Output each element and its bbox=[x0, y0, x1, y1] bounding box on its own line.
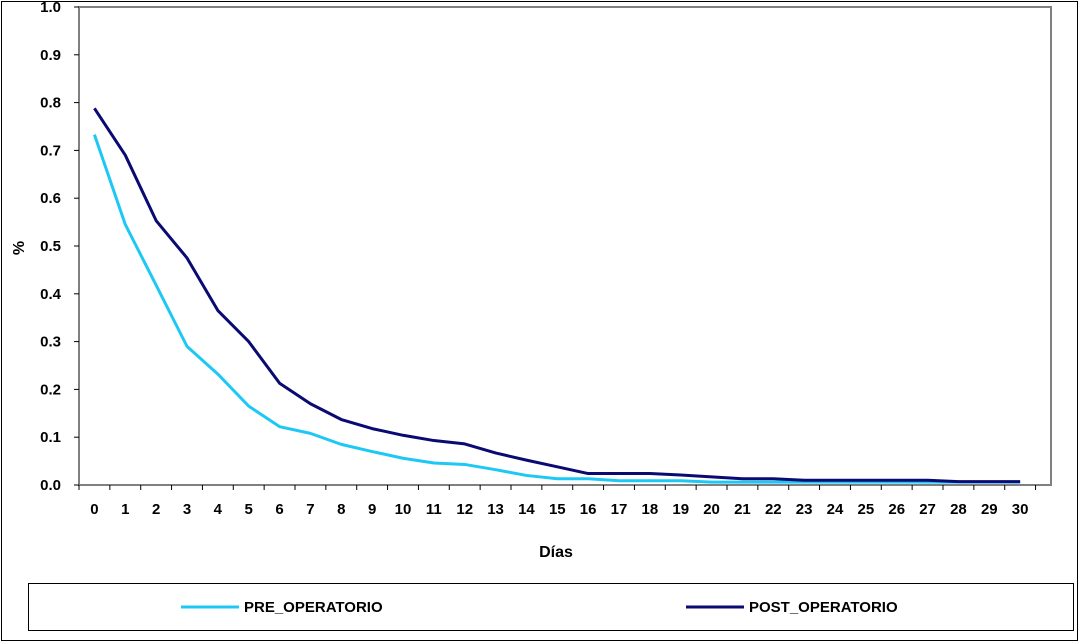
x-tick-label: 20 bbox=[703, 501, 720, 518]
x-tick-label: 19 bbox=[672, 501, 689, 518]
legend-label-pre-operatorio: PRE_OPERATORIO bbox=[244, 599, 383, 616]
x-tick-label: 25 bbox=[858, 501, 875, 518]
x-tick-label: 21 bbox=[734, 501, 751, 518]
x-tick-label: 27 bbox=[919, 501, 936, 518]
x-axis-title: Días bbox=[539, 544, 573, 561]
y-axis-title: % bbox=[11, 241, 28, 255]
x-tick-label: 24 bbox=[827, 501, 844, 518]
series-line-post-operatorio bbox=[93, 107, 1021, 484]
x-tick-label: 9 bbox=[368, 501, 376, 518]
x-tick-label: 18 bbox=[642, 501, 659, 518]
y-axis: 0.0 0.1 0.2 0.3 0.4 0.5 0.6 0.7 0.8 0.9 1.0 bbox=[40, 0, 79, 494]
x-tick-label: 1 bbox=[121, 501, 129, 518]
x-tick-label: 4 bbox=[214, 501, 223, 518]
x-tick-label: 15 bbox=[549, 501, 566, 518]
x-tick-label: 23 bbox=[796, 501, 813, 518]
legend-label-post-operatorio: POST_OPERATORIO bbox=[749, 599, 898, 616]
x-tick-label: 0 bbox=[90, 501, 98, 518]
y-tick-label: 0.4 bbox=[40, 286, 62, 303]
y-tick-label: 0.7 bbox=[40, 142, 61, 159]
x-tick-label: 17 bbox=[611, 501, 628, 518]
y-tick-label: 0.6 bbox=[40, 190, 61, 207]
y-tick-label: 0.2 bbox=[40, 381, 61, 398]
legend: PRE_OPERATORIO POST_OPERATORIO bbox=[28, 583, 1074, 631]
y-tick-label: 0.3 bbox=[40, 334, 61, 351]
x-tick-label: 8 bbox=[337, 501, 345, 518]
x-tick-label: 10 bbox=[395, 501, 412, 518]
x-tick-label: 12 bbox=[456, 501, 473, 518]
x-tick-label: 7 bbox=[306, 501, 314, 518]
x-tick-label: 11 bbox=[426, 501, 442, 518]
x-tick-label: 14 bbox=[518, 501, 535, 518]
y-tick-label: 0.9 bbox=[40, 47, 61, 64]
x-tick-label: 5 bbox=[245, 501, 253, 518]
y-tick-label: 0.0 bbox=[40, 477, 61, 494]
x-tick-label: 26 bbox=[888, 501, 905, 518]
x-tick-label: 28 bbox=[950, 501, 967, 518]
x-tick-label: 2 bbox=[152, 501, 160, 518]
x-tick-label: 16 bbox=[580, 501, 597, 518]
x-tick-label: 29 bbox=[981, 501, 998, 518]
x-axis: 0 1 2 3 4 5 6 7 8 9 10 11 12 13 14 15 16 17 18 19 20 21 22 23 24… bbox=[78, 485, 1037, 518]
x-tick-label: 6 bbox=[275, 501, 283, 518]
y-tick-label: 0.1 bbox=[40, 429, 61, 446]
x-tick-label: 13 bbox=[487, 501, 504, 518]
x-tick-label: 30 bbox=[1012, 501, 1029, 518]
plot-area bbox=[78, 6, 1052, 486]
x-tick-label: 3 bbox=[183, 501, 191, 518]
y-tick-label: 0.5 bbox=[40, 238, 61, 255]
series-line-pre-operatorio bbox=[93, 134, 1021, 484]
y-tick-label: 0.8 bbox=[40, 95, 61, 112]
series-layer bbox=[93, 107, 1021, 484]
x-tick-label: 22 bbox=[765, 501, 782, 518]
y-tick-label: 1.0 bbox=[40, 0, 61, 16]
